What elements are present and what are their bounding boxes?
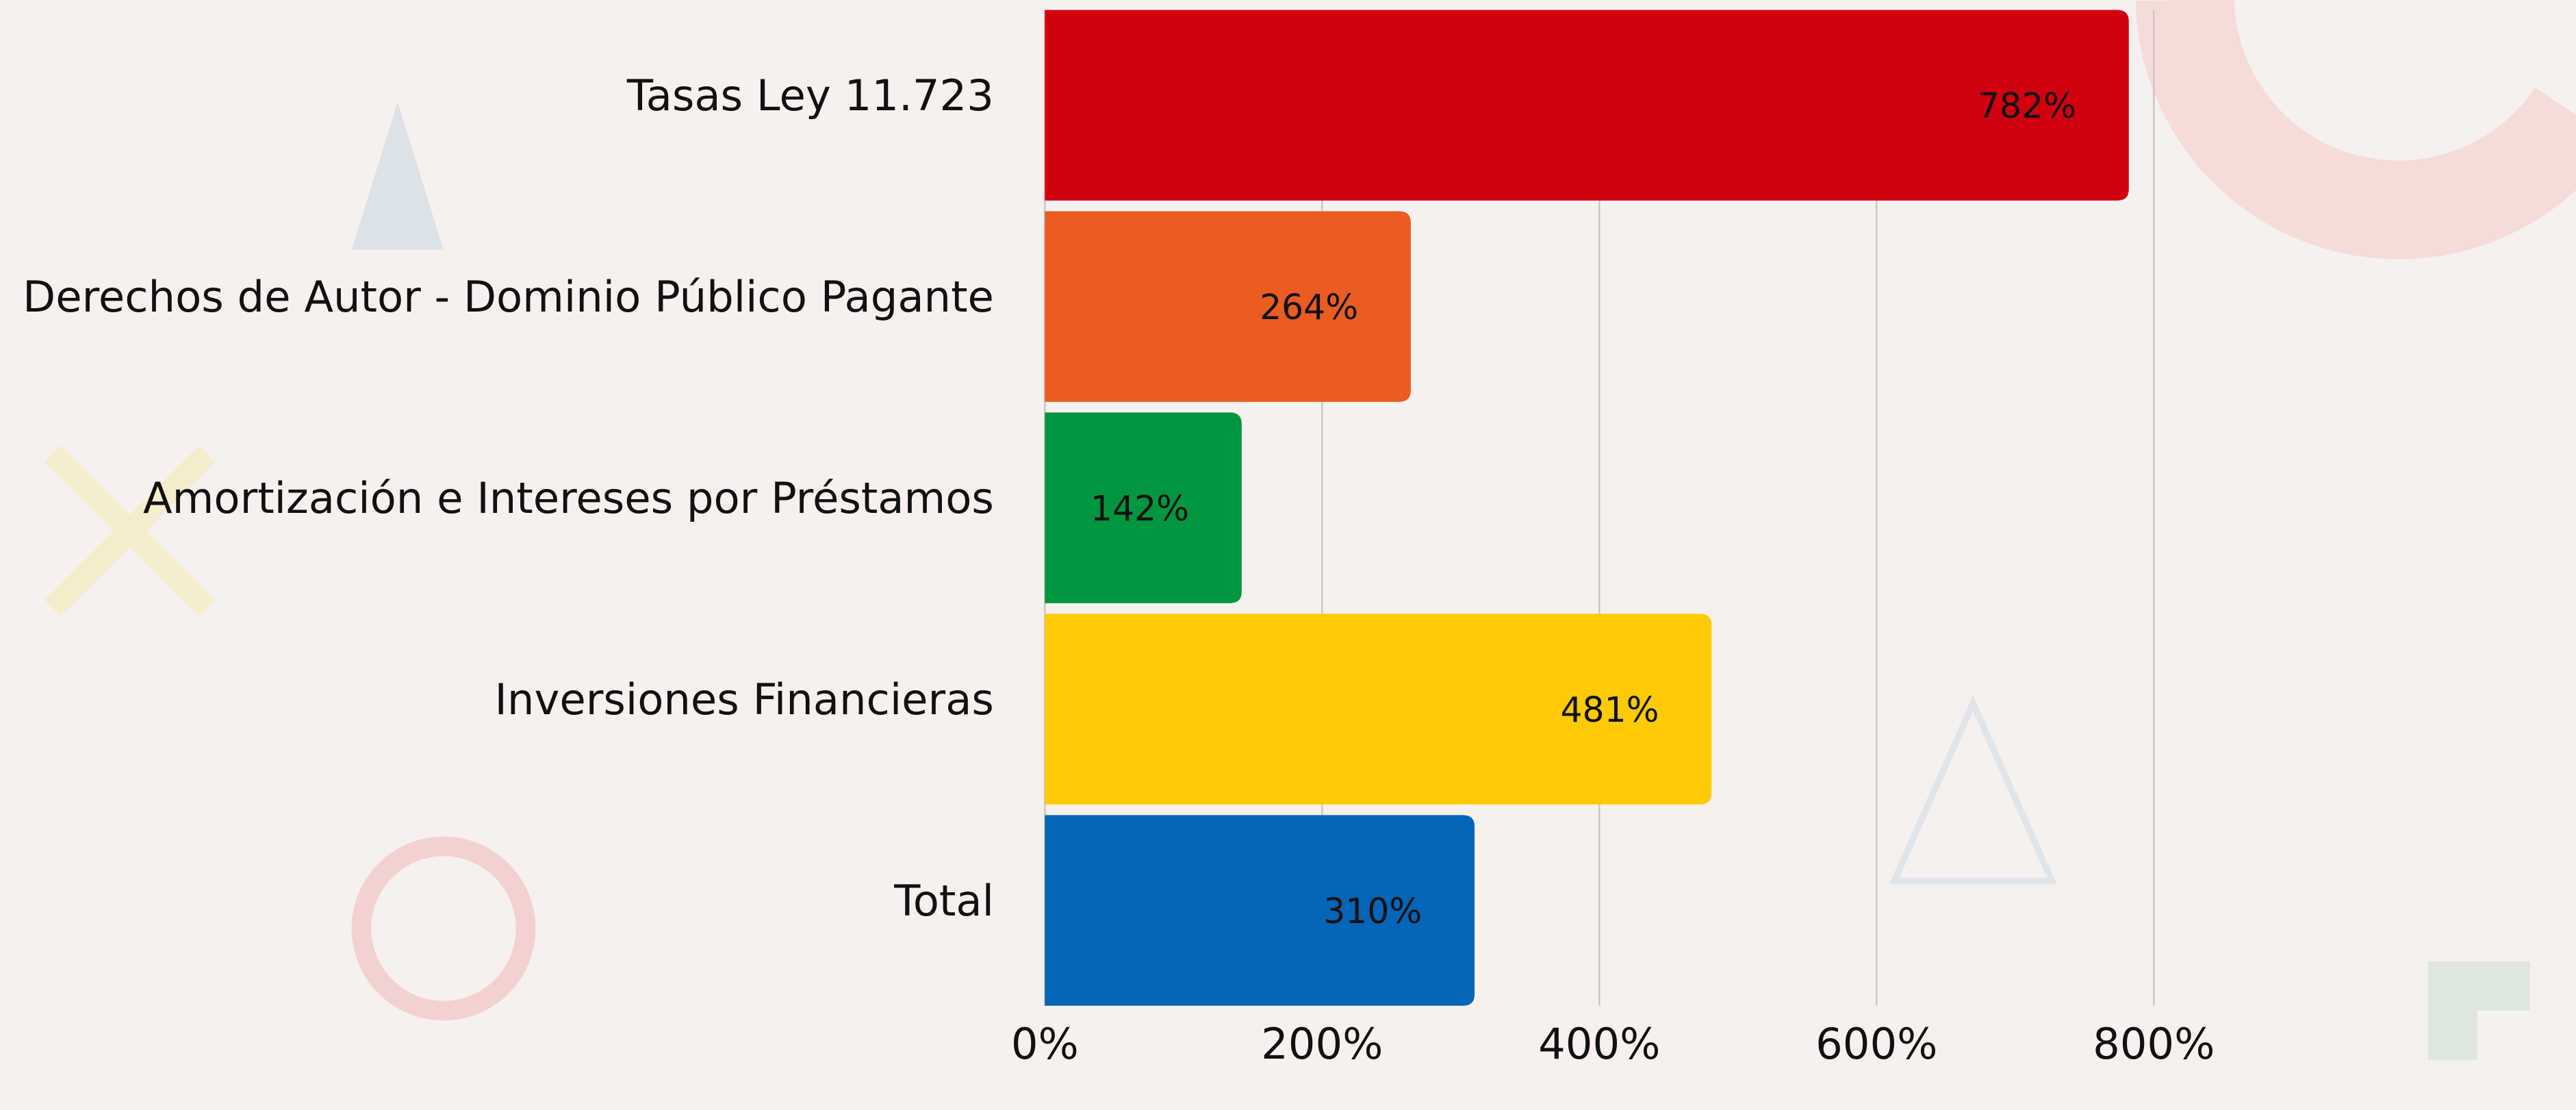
bar: [1045, 10, 2128, 200]
page: {"chart_data": {"type": "bar", "orientat…: [0, 0, 2576, 1110]
category-label: Derechos de Autor - Dominio Público Paga…: [23, 272, 994, 322]
category-label: Total: [893, 876, 994, 926]
value-label: 310%: [1323, 891, 1422, 931]
value-label: 782%: [1978, 86, 2076, 126]
value-label: 264%: [1260, 287, 1358, 327]
category-label: Amortización e Intereses por Préstamos: [143, 473, 994, 523]
x-tick-label: 400%: [1538, 1019, 1660, 1069]
category-label: Inversiones Financieras: [495, 674, 994, 724]
x-tick-label: 600%: [1815, 1019, 1937, 1069]
value-label: 481%: [1560, 690, 1659, 730]
value-label: 142%: [1091, 488, 1189, 529]
chart: 0% 200% 400% 600% 800% 782% Tasas Ley 11.723 26…: [0, 0, 2576, 1110]
category-label: Tasas Ley 11.723: [626, 71, 994, 121]
x-tick-label: 200%: [1261, 1019, 1383, 1069]
x-tick-label: 0%: [1011, 1019, 1079, 1069]
x-tick-label: 800%: [2093, 1019, 2215, 1069]
